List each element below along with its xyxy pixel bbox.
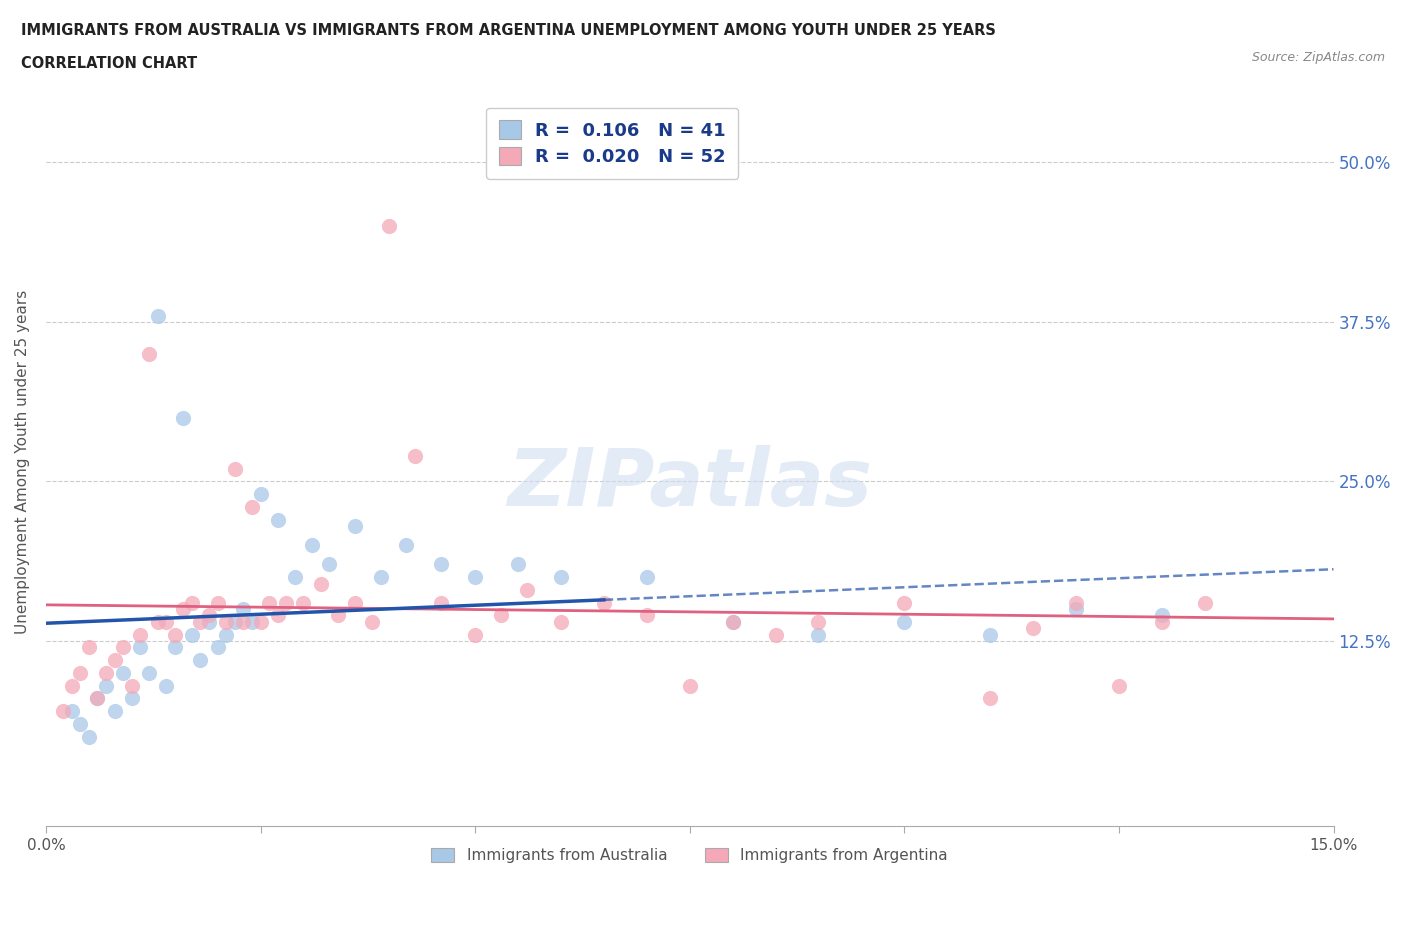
Point (301, 538, 323, 552)
Point (155, 615, 177, 630)
Point (190, 653, 212, 668)
Point (112, 666, 135, 681)
Point (224, 615, 246, 630)
Text: CORRELATION CHART: CORRELATION CHART (21, 56, 197, 71)
Point (489, 608, 512, 623)
Point (146, 615, 169, 630)
Point (232, 602, 254, 617)
Point (1194, 595, 1216, 610)
Point (343, 519, 366, 534)
Point (69, 716, 91, 731)
Point (215, 627, 238, 642)
Point (267, 608, 290, 623)
Point (979, 691, 1001, 706)
Point (893, 595, 915, 610)
Point (292, 595, 315, 610)
Point (129, 640, 152, 655)
Point (318, 557, 340, 572)
Point (430, 557, 453, 572)
Point (636, 608, 658, 623)
Point (215, 615, 238, 630)
Point (86, 691, 108, 706)
Point (464, 627, 486, 642)
Point (721, 615, 744, 630)
Point (679, 678, 702, 693)
Point (138, 347, 160, 362)
Point (326, 608, 349, 623)
Point (370, 570, 392, 585)
Point (69, 666, 91, 681)
Point (146, 308, 169, 323)
Point (1022, 621, 1045, 636)
Point (112, 640, 135, 655)
Point (249, 615, 271, 630)
Point (163, 627, 186, 642)
Point (257, 595, 280, 610)
Point (198, 615, 221, 630)
Point (516, 582, 538, 597)
Point (190, 615, 212, 630)
Point (60, 678, 83, 693)
Point (1150, 615, 1173, 630)
Point (267, 512, 290, 527)
Point (172, 602, 194, 617)
Point (249, 486, 271, 501)
Y-axis label: Unemployment Among Youth under 25 years: Unemployment Among Youth under 25 years (15, 290, 30, 634)
Point (1064, 602, 1087, 617)
Point (979, 627, 1001, 642)
Point (155, 678, 177, 693)
Point (180, 595, 202, 610)
Point (1064, 595, 1087, 610)
Point (378, 219, 401, 233)
Point (765, 627, 787, 642)
Point (807, 627, 830, 642)
Point (104, 704, 127, 719)
Text: ZIPatlas: ZIPatlas (508, 445, 872, 524)
Point (1108, 678, 1130, 693)
Point (430, 595, 453, 610)
Point (464, 570, 486, 585)
Point (395, 538, 418, 552)
Point (1150, 608, 1173, 623)
Point (86, 691, 108, 706)
Point (121, 678, 143, 693)
Point (129, 627, 152, 642)
Text: Source: ZipAtlas.com: Source: ZipAtlas.com (1251, 51, 1385, 64)
Point (284, 570, 307, 585)
Point (550, 615, 572, 630)
Point (180, 627, 202, 642)
Point (636, 570, 658, 585)
Point (207, 640, 229, 655)
Point (232, 615, 254, 630)
Point (343, 595, 366, 610)
Point (404, 448, 426, 463)
Point (52, 704, 75, 719)
Point (104, 653, 127, 668)
Point (807, 615, 830, 630)
Point (94, 678, 117, 693)
Point (276, 595, 298, 610)
Point (77, 640, 100, 655)
Point (309, 576, 332, 591)
Point (240, 499, 263, 514)
Point (198, 608, 221, 623)
Point (224, 461, 246, 476)
Point (240, 615, 263, 630)
Point (593, 595, 616, 610)
Point (138, 666, 160, 681)
Text: IMMIGRANTS FROM AUSTRALIA VS IMMIGRANTS FROM ARGENTINA UNEMPLOYMENT AMONG YOUTH : IMMIGRANTS FROM AUSTRALIA VS IMMIGRANTS … (21, 23, 995, 38)
Point (207, 595, 229, 610)
Point (121, 691, 143, 706)
Legend: Immigrants from Australia, Immigrants from Argentina: Immigrants from Australia, Immigrants fr… (425, 842, 955, 870)
Point (60, 704, 83, 719)
Point (94, 666, 117, 681)
Point (361, 615, 384, 630)
Point (163, 640, 186, 655)
Point (172, 410, 194, 425)
Point (550, 570, 572, 585)
Point (77, 729, 100, 744)
Point (721, 615, 744, 630)
Point (893, 615, 915, 630)
Point (506, 557, 529, 572)
